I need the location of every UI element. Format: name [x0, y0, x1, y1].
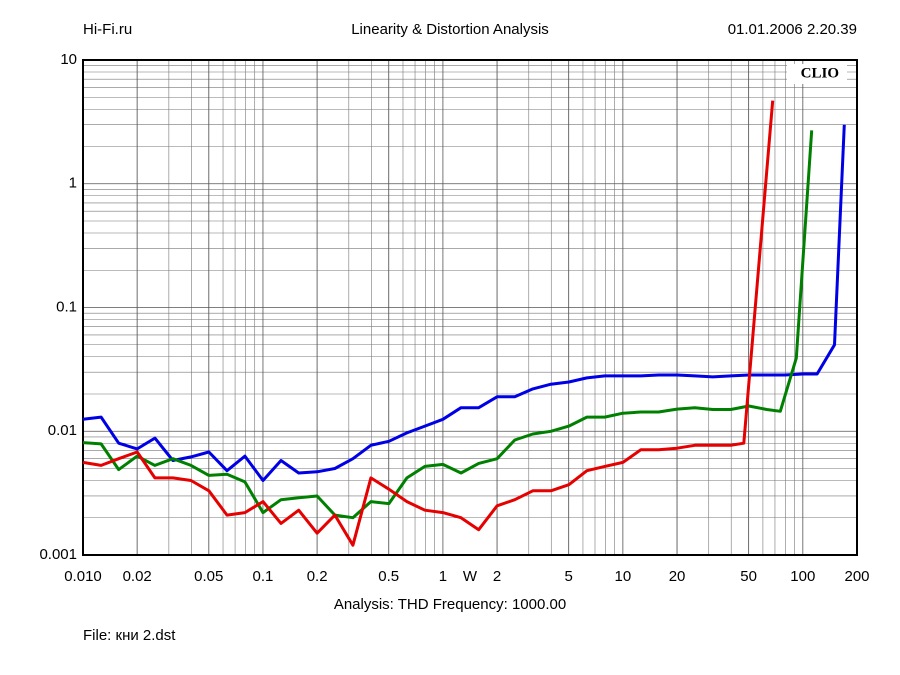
y-tick-label: 0.01 — [48, 422, 77, 439]
brand-box — [787, 64, 847, 84]
x-tick-label: 1 — [439, 568, 447, 585]
header-right: 01.01.2006 2.20.39 — [728, 21, 857, 38]
brand: CLIO — [801, 65, 839, 81]
header-left: Hi-Fi.ru — [83, 21, 132, 38]
x-tick-label: 50 — [740, 568, 757, 585]
x-tick-label: 100 — [790, 568, 815, 585]
x-tick-label: 0.05 — [194, 568, 223, 585]
x-tick-label: 10 — [615, 568, 632, 585]
series-line — [82, 100, 775, 547]
x-tick-label: 2 — [493, 568, 501, 585]
x-tick-label: 0.1 — [253, 568, 274, 585]
plot-frame — [82, 59, 858, 556]
y-tick-label: 10 — [60, 51, 77, 68]
series-line — [82, 124, 846, 482]
x-tick-label: 0.010 — [64, 568, 102, 585]
x-tick-label: 0.5 — [378, 568, 399, 585]
y-tick-label: 1 — [69, 175, 77, 192]
y-tick-label: 0.1 — [56, 298, 77, 315]
x-tick-label: 200 — [844, 568, 869, 585]
x-tick-label: 5 — [565, 568, 573, 585]
x-axis-label: W — [463, 568, 478, 585]
series-line — [82, 130, 814, 520]
subtitle: Analysis: THD Frequency: 1000.00 — [334, 596, 566, 613]
footer: File: кни 2.dst — [83, 627, 176, 644]
chart-title: Linearity & Distortion Analysis — [351, 21, 549, 38]
x-tick-label: 20 — [669, 568, 686, 585]
y-tick-label: 0.001 — [39, 546, 77, 563]
x-tick-label: 0.2 — [307, 568, 328, 585]
x-tick-label: 0.02 — [123, 568, 152, 585]
